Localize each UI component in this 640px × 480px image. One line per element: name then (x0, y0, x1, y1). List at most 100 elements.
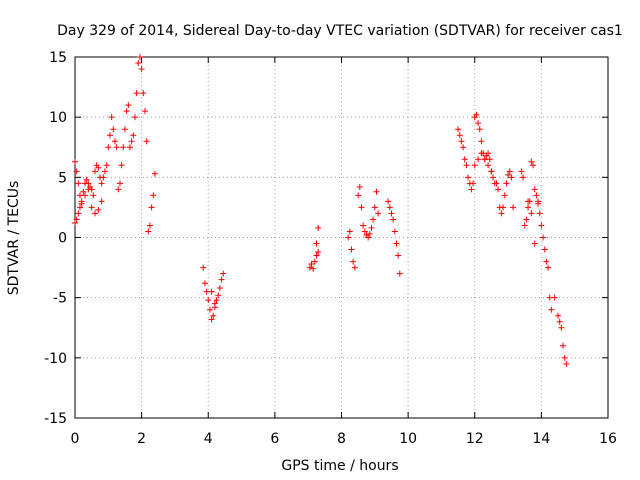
data-point (525, 204, 532, 211)
data-point (146, 222, 153, 229)
data-point (126, 144, 133, 151)
data-point (306, 264, 313, 271)
y-axis-label: SDTVAR / TECUs (6, 181, 22, 296)
data-point (545, 264, 552, 271)
data-point (386, 204, 393, 211)
data-point (85, 186, 92, 193)
data-point (390, 216, 397, 223)
data-point (350, 258, 357, 265)
data-point (91, 168, 98, 175)
y-tick-label: 15 (49, 50, 67, 66)
data-point (208, 288, 215, 295)
data-point (200, 264, 207, 271)
chart-title: Day 329 of 2014, Sidereal Day-to-day VTE… (57, 23, 623, 39)
data-point (138, 66, 145, 73)
data-point (543, 258, 550, 265)
data-point (528, 210, 535, 217)
data-point (346, 228, 353, 235)
data-point (503, 180, 510, 187)
data-point (151, 170, 158, 177)
data-point (72, 220, 78, 227)
data-point (373, 188, 380, 195)
data-point (313, 240, 320, 247)
data-point (388, 210, 395, 217)
data-point (115, 186, 122, 193)
data-point (525, 198, 532, 205)
data-point (540, 234, 547, 241)
data-point (518, 168, 525, 175)
data-point (475, 156, 482, 163)
data-point (101, 168, 108, 175)
data-point (111, 138, 118, 145)
x-tick-label: 10 (399, 431, 417, 447)
data-point (208, 316, 215, 323)
data-point (98, 180, 105, 187)
data-point (120, 144, 127, 151)
x-tick-label: 14 (532, 431, 550, 447)
data-point (481, 156, 488, 163)
data-point (213, 297, 220, 304)
data-point (73, 216, 80, 223)
data-point (475, 120, 482, 127)
data-points (72, 54, 570, 367)
data-point (370, 216, 377, 223)
data-point (81, 192, 88, 199)
data-point (75, 210, 82, 217)
data-point (125, 102, 132, 109)
data-point (133, 90, 140, 97)
data-point (140, 90, 147, 97)
data-point (145, 228, 152, 235)
data-point (85, 180, 92, 187)
data-point (135, 60, 142, 67)
data-point (396, 270, 403, 277)
data-point (315, 248, 322, 255)
data-point (460, 144, 467, 151)
data-point (463, 162, 470, 169)
data-point (561, 354, 568, 361)
data-point (478, 150, 485, 157)
x-tick-label: 2 (137, 431, 146, 447)
data-point (560, 342, 567, 349)
data-point (103, 162, 110, 169)
data-point (461, 156, 468, 163)
data-point (493, 180, 500, 187)
data-point (348, 246, 355, 253)
data-point (498, 210, 505, 217)
data-point (391, 228, 398, 235)
y-tick-label: -10 (44, 351, 67, 367)
data-point (455, 126, 462, 133)
data-point (470, 180, 477, 187)
data-point (366, 230, 373, 237)
data-point (80, 188, 87, 195)
data-point (128, 138, 135, 145)
data-point (535, 200, 542, 207)
data-point (478, 138, 485, 145)
x-tick-label: 16 (599, 431, 617, 447)
data-point (558, 324, 565, 331)
data-point (75, 180, 82, 187)
data-point (538, 222, 545, 229)
data-point (91, 210, 98, 217)
data-point (556, 318, 563, 325)
data-point (536, 210, 543, 217)
data-point (356, 183, 363, 190)
x-tick-label: 6 (270, 431, 279, 447)
data-point (360, 222, 367, 229)
data-point (471, 162, 478, 169)
data-point (108, 114, 115, 121)
data-point (523, 216, 530, 223)
data-point (506, 168, 513, 175)
data-point (98, 198, 105, 205)
data-point (473, 111, 480, 118)
x-axis-label: GPS time / hours (281, 458, 398, 474)
data-point (385, 198, 392, 205)
data-point (210, 312, 217, 319)
data-point (395, 252, 402, 259)
y-tick-label: 5 (58, 170, 67, 186)
data-point (211, 300, 218, 307)
data-point (520, 174, 527, 181)
data-point (508, 174, 515, 181)
data-point (90, 192, 97, 199)
data-point (530, 162, 537, 169)
data-point (458, 138, 465, 145)
